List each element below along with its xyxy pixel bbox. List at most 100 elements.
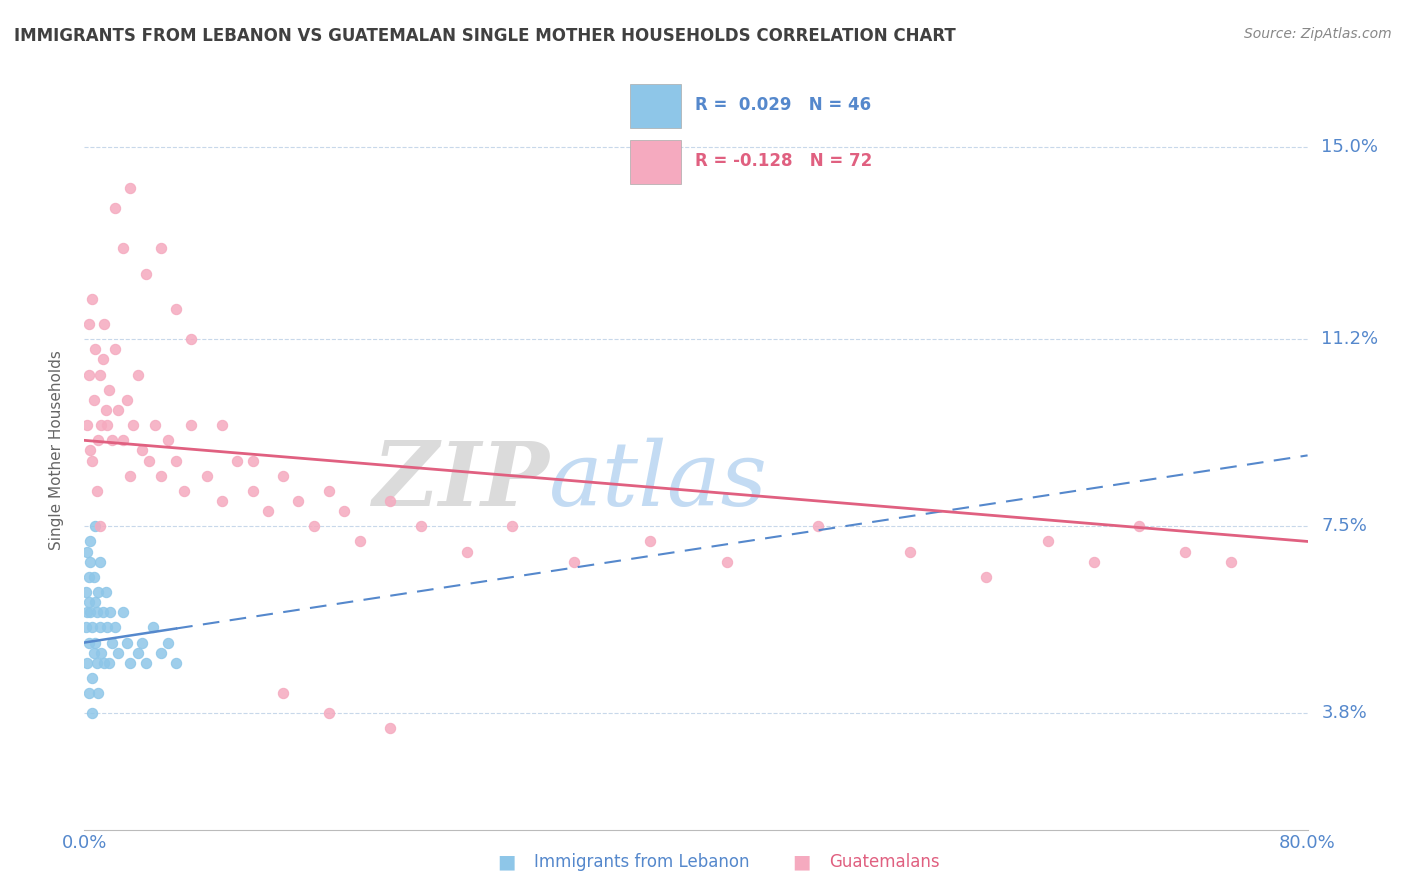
Point — [1220, 555, 1243, 569]
Point — [127, 368, 149, 382]
Point — [89, 555, 111, 569]
Point — [84, 343, 107, 357]
Point — [180, 332, 202, 346]
FancyBboxPatch shape — [630, 84, 681, 128]
Point — [104, 201, 127, 215]
Point — [349, 534, 371, 549]
Point — [83, 570, 105, 584]
Text: IMMIGRANTS FROM LEBANON VS GUATEMALAN SINGLE MOTHER HOUSEHOLDS CORRELATION CHART: IMMIGRANTS FROM LEBANON VS GUATEMALAN SI… — [14, 27, 956, 45]
Point — [91, 605, 114, 619]
Point — [90, 418, 112, 433]
Text: R = -0.128   N = 72: R = -0.128 N = 72 — [696, 153, 873, 170]
Point — [98, 605, 121, 619]
Point — [1128, 519, 1150, 533]
Point — [180, 418, 202, 433]
Point — [94, 403, 117, 417]
Point — [135, 656, 157, 670]
Point — [131, 635, 153, 649]
Point — [257, 504, 280, 518]
Point — [149, 468, 172, 483]
Point — [89, 368, 111, 382]
Point — [89, 519, 111, 533]
Point — [1083, 555, 1105, 569]
Point — [638, 534, 661, 549]
Point — [97, 656, 120, 670]
Point — [173, 483, 195, 498]
Text: ■: ■ — [496, 852, 516, 871]
Point — [120, 468, 142, 483]
Point — [79, 443, 101, 458]
Point — [77, 317, 100, 331]
Point — [409, 519, 432, 533]
Point — [157, 434, 180, 448]
Point — [142, 620, 165, 634]
Point — [87, 686, 110, 700]
Point — [149, 646, 172, 660]
Point — [86, 656, 108, 670]
Point — [80, 453, 103, 467]
Y-axis label: Single Mother Households: Single Mother Households — [49, 351, 63, 550]
Point — [195, 468, 218, 483]
Text: 15.0%: 15.0% — [1322, 138, 1378, 156]
Point — [77, 595, 100, 609]
Point — [149, 241, 172, 255]
Point — [211, 418, 233, 433]
Point — [1174, 544, 1197, 558]
Point — [271, 468, 294, 483]
Point — [242, 453, 264, 467]
Point — [333, 504, 356, 518]
Text: R =  0.029   N = 46: R = 0.029 N = 46 — [696, 96, 872, 114]
Point — [83, 646, 105, 660]
Point — [976, 570, 998, 584]
Point — [76, 418, 98, 433]
Point — [287, 494, 309, 508]
Point — [898, 544, 921, 558]
Text: Immigrants from Lebanon: Immigrants from Lebanon — [534, 853, 749, 871]
Point — [80, 620, 103, 634]
Point — [104, 620, 127, 634]
Text: ■: ■ — [792, 852, 811, 871]
Point — [80, 671, 103, 685]
Point — [79, 555, 101, 569]
Point — [75, 585, 97, 599]
Point — [79, 605, 101, 619]
Point — [76, 544, 98, 558]
Point — [101, 635, 124, 649]
Point — [242, 483, 264, 498]
Text: 7.5%: 7.5% — [1322, 517, 1368, 535]
Point — [135, 267, 157, 281]
Point — [107, 403, 129, 417]
Point — [94, 585, 117, 599]
Point — [80, 706, 103, 721]
Point — [86, 605, 108, 619]
Point — [77, 368, 100, 382]
Point — [87, 585, 110, 599]
Point — [211, 494, 233, 508]
Point — [101, 434, 124, 448]
Point — [318, 706, 340, 721]
Point — [115, 392, 138, 407]
Point — [86, 483, 108, 498]
Point — [165, 453, 187, 467]
Point — [111, 241, 134, 255]
Point — [84, 519, 107, 533]
Point — [111, 605, 134, 619]
Point — [271, 686, 294, 700]
Point — [97, 383, 120, 397]
Point — [90, 646, 112, 660]
Point — [120, 656, 142, 670]
Point — [104, 343, 127, 357]
Point — [380, 722, 402, 736]
Point — [122, 418, 145, 433]
Text: 3.8%: 3.8% — [1322, 705, 1367, 723]
Point — [143, 418, 166, 433]
Point — [107, 646, 129, 660]
Point — [380, 494, 402, 508]
Point — [456, 544, 478, 558]
Point — [138, 453, 160, 467]
Point — [77, 686, 100, 700]
Point — [76, 605, 98, 619]
Text: Source: ZipAtlas.com: Source: ZipAtlas.com — [1244, 27, 1392, 41]
Point — [91, 352, 114, 367]
Point — [165, 301, 187, 316]
